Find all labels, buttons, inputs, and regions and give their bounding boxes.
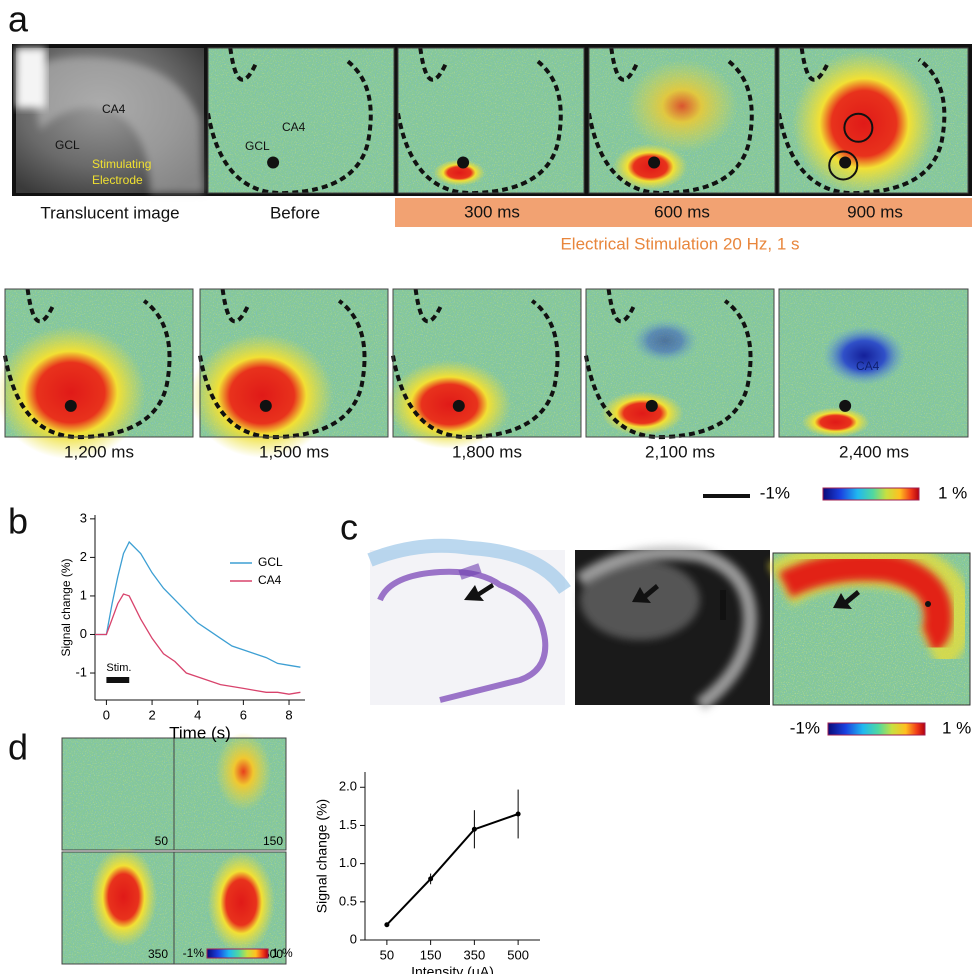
electrode [457, 157, 469, 169]
panel-label: d [8, 727, 28, 768]
colorbar [823, 488, 919, 500]
colorbar-label: 1 % [272, 946, 293, 960]
figure: a b c d CA4 GCL Stimulating Electrode CA… [0, 0, 977, 974]
y-tick-label: 1 [80, 587, 87, 602]
colorbar-label: 1 % [942, 718, 971, 737]
activity-blob [822, 326, 905, 385]
point [384, 922, 389, 927]
activity-blob [601, 391, 684, 435]
image-frame [779, 48, 968, 196]
image-frame [0, 289, 193, 459]
image-frame [398, 48, 584, 193]
point [472, 827, 477, 832]
y-axis-title: Signal change (%) [314, 799, 330, 913]
y-tick-label: 0 [350, 931, 357, 946]
response-image [773, 553, 970, 705]
y-tick-label: -1 [75, 664, 87, 679]
electrode [453, 400, 465, 412]
translucent-image [16, 48, 204, 193]
panel-label: b [8, 501, 28, 542]
stimulation-label: Electrical Stimulation 20 Hz, 1 s [560, 234, 799, 253]
electrode [260, 400, 272, 412]
x-tick-label: 4 [194, 707, 201, 722]
y-tick-label: 2 [80, 549, 87, 564]
colorbar [207, 949, 268, 958]
stim-label: Stim. [106, 662, 131, 674]
image-label: Electrode [92, 173, 143, 187]
image-frame [174, 732, 286, 850]
colorbar-label: -1% [183, 946, 205, 960]
nissl-image [370, 546, 565, 705]
colorbar-label: 1 % [938, 483, 967, 502]
caption: Translucent image [40, 203, 179, 222]
y-tick-label: 2.0 [339, 779, 357, 794]
y-tick-label: 1.5 [339, 817, 357, 832]
activity-blob [0, 326, 146, 459]
frame-label: 150 [263, 834, 283, 848]
caption: 1,800 ms [452, 442, 522, 461]
caption: 300 ms [464, 202, 520, 221]
activity-blob [802, 407, 870, 437]
y-tick-label: 0.5 [339, 893, 357, 908]
x-tick-label: 50 [380, 947, 394, 962]
activity-blob [792, 51, 936, 196]
x-tick-label: 0 [103, 707, 110, 722]
caption: 2,400 ms [839, 442, 909, 461]
image-label: CA4 [282, 120, 306, 134]
caption: 2,100 ms [645, 442, 715, 461]
series-line [387, 814, 518, 925]
activity-blob [208, 852, 275, 953]
image-frame [586, 289, 774, 437]
caption: Before [270, 203, 320, 222]
x-tick-label: 6 [240, 707, 247, 722]
x-axis-title: Time (s) [169, 723, 231, 742]
activity-blob [215, 732, 271, 810]
frame-label: 50 [155, 834, 169, 848]
electrode [839, 157, 851, 169]
stim-bar [106, 677, 129, 683]
y-axis-title: Signal change (%) [59, 558, 73, 656]
image-label: GCL [245, 139, 270, 153]
frame-label: 350 [148, 947, 168, 961]
y-tick-label: 0 [80, 626, 87, 641]
y-tick-label: 3 [80, 510, 87, 525]
caption: 1,200 ms [64, 442, 134, 461]
image-label: Stimulating [92, 157, 151, 171]
image-frame [191, 289, 388, 458]
point [516, 812, 521, 817]
background [16, 48, 46, 108]
image-label: CA4 [856, 359, 880, 373]
caption: 900 ms [847, 202, 903, 221]
colorbar-label: -1% [790, 718, 820, 737]
caption: 1,500 ms [259, 442, 329, 461]
x-tick-label: 350 [464, 947, 486, 962]
electrode [648, 157, 660, 169]
electrode [267, 157, 279, 169]
x-tick-label: 150 [420, 947, 442, 962]
y-tick-label: 1.0 [339, 855, 357, 870]
x-axis-title: Intensity (μA) [411, 964, 494, 974]
image-frame [589, 48, 775, 193]
electrode [839, 400, 851, 412]
x-tick-label: 2 [148, 707, 155, 722]
legend-label: GCL [258, 555, 283, 569]
image-frame [387, 289, 581, 449]
activity-blob [626, 60, 738, 153]
image-label: GCL [55, 138, 80, 152]
x-tick-label: 500 [507, 947, 529, 962]
activity-blob [631, 319, 699, 363]
x-tick-label: 8 [285, 707, 292, 722]
image-label: CA4 [102, 102, 126, 116]
colorbar-label: -1% [760, 483, 790, 502]
electrode [646, 400, 658, 412]
point [428, 876, 433, 881]
activity-blob [90, 846, 157, 947]
panel-label: a [8, 0, 29, 40]
panel-label: c [340, 507, 358, 548]
electrode [65, 400, 77, 412]
fluorescence-image [575, 550, 770, 705]
caption: 600 ms [654, 202, 710, 221]
colorbar [828, 723, 925, 735]
legend-label: CA4 [258, 573, 282, 587]
